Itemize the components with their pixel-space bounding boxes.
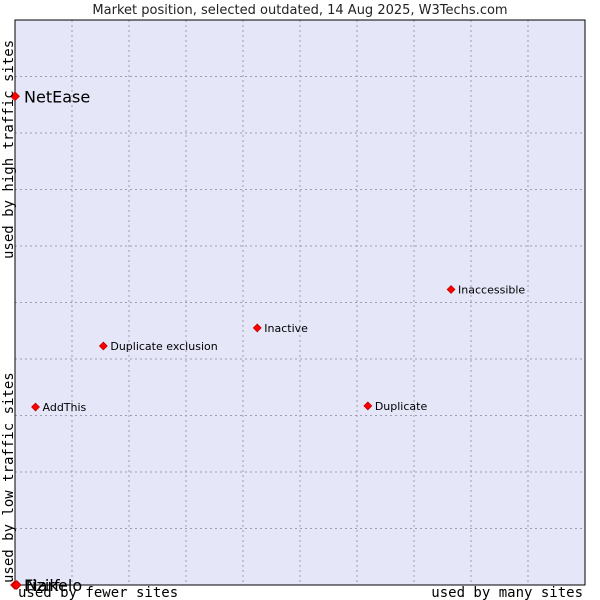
- point-marker-duplicate-exclusion: [98, 341, 108, 351]
- point-marker-addthis: [31, 402, 40, 412]
- x-axis-label-right: used by many sites: [431, 585, 583, 600]
- grid: [15, 20, 585, 585]
- data-points: NetEase Inaccessible Inactive Duplicate exc…: [10, 87, 525, 595]
- point-label-netease: NetEase: [24, 87, 90, 106]
- point-marker-inaccessible: [446, 285, 456, 294]
- y-axis-label-top: used by high traffic sites: [1, 40, 17, 259]
- point-label-addthis: AddThis: [43, 401, 87, 414]
- y-axis-label-bottom: used by low traffic sites: [1, 372, 17, 583]
- chart-title: Market position, selected outdated, 14 A…: [92, 3, 507, 18]
- point-marker-narf: [11, 580, 22, 590]
- point-label-inaccessible: Inaccessible: [458, 284, 525, 297]
- point-label-fizikelo: Fizikelo: [24, 576, 82, 595]
- point-marker-netease: [10, 91, 20, 102]
- point-label-duplicate: Duplicate: [375, 400, 428, 413]
- point-marker-inactive: [252, 323, 262, 333]
- point-marker-duplicate: [363, 401, 373, 411]
- point-label-inactive: Inactive: [264, 322, 308, 335]
- x-axis-label-left: used by fewer sites: [18, 585, 178, 600]
- point-label-duplicate-exclusion: Duplicate exclusion: [110, 340, 217, 353]
- plot-border: [14, 19, 586, 586]
- point-label-narf: Narf: [26, 576, 60, 595]
